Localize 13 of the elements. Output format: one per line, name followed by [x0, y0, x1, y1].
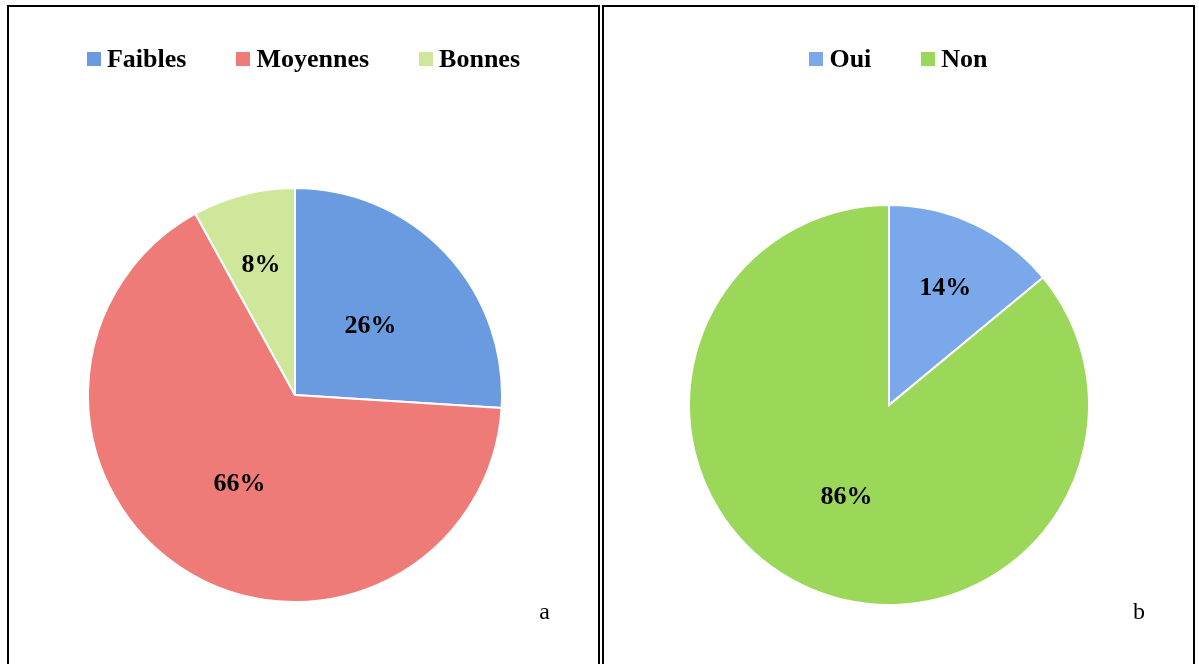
legend-label: Non	[941, 44, 988, 74]
legend-label: Oui	[829, 44, 872, 74]
data-label: 14%	[919, 271, 972, 301]
data-label: 86%	[820, 480, 873, 510]
text: b	[1133, 597, 1145, 625]
legend-label: Moyennes	[256, 44, 370, 74]
data-label: 8%	[241, 248, 281, 278]
legend-label: Bonnes	[439, 44, 521, 74]
text: a	[539, 597, 550, 625]
legend-label: Faibles	[106, 44, 187, 74]
pie-slice	[688, 204, 1090, 606]
data-label: 26%	[344, 309, 397, 339]
data-label: 66%	[213, 467, 266, 497]
